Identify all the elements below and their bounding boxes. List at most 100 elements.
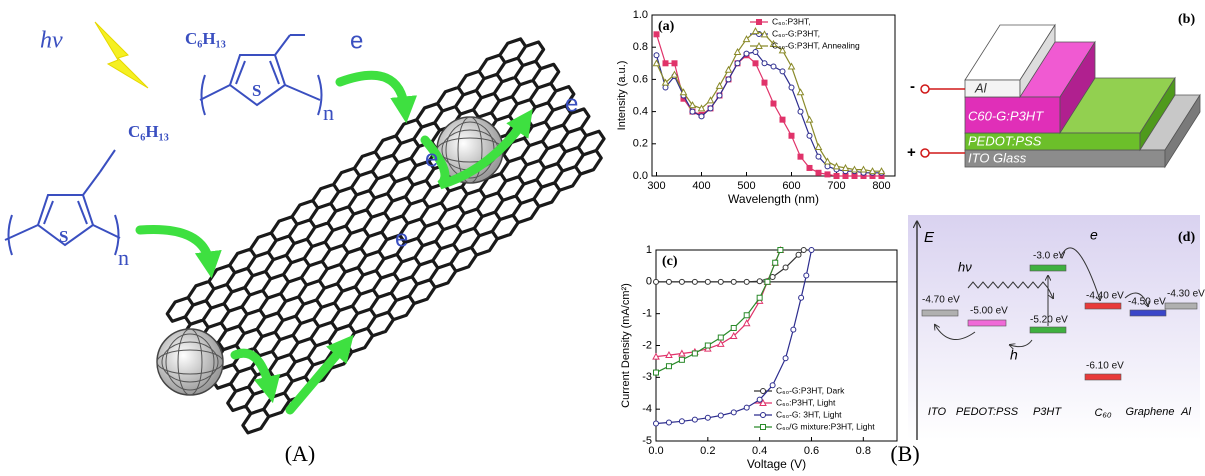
legend-label: C₆₀-G:P3HT,: [772, 28, 820, 38]
panel-label: (d): [1178, 230, 1195, 245]
data-point: [705, 415, 710, 420]
data-point: [757, 279, 762, 284]
data-point: [809, 248, 814, 253]
page: {"scheme":{"light":"hν","substituents":[…: [0, 0, 1205, 471]
panel-label: (b): [1178, 12, 1195, 27]
data-point: [744, 279, 749, 284]
panel-label: (c): [662, 254, 678, 269]
data-point: [798, 89, 804, 95]
data-point: [799, 295, 804, 300]
data-point: [791, 327, 796, 332]
y-tick-label: 0.2: [633, 138, 648, 150]
data-point: [789, 85, 794, 90]
data-point: [654, 53, 659, 58]
polymer: [5, 35, 322, 255]
data-point: [654, 370, 659, 375]
data-point: [843, 174, 848, 179]
data-point: [731, 325, 736, 330]
data-point: [718, 341, 724, 347]
data-point: [789, 133, 794, 138]
data-point: [771, 64, 776, 69]
series-line: [657, 31, 882, 171]
axis-label: E: [924, 229, 935, 246]
data-point: [801, 248, 806, 253]
caption: (A): [285, 441, 316, 466]
legend-marker: [761, 413, 766, 418]
data-point: [679, 419, 684, 424]
data-point: [757, 295, 762, 300]
series-line: [657, 34, 882, 176]
x-tick-label: 300: [647, 180, 665, 192]
x-tick-label: 400: [692, 180, 710, 192]
plot-frame: [652, 15, 895, 176]
repeat-unit: n: [323, 100, 334, 125]
data-point: [753, 50, 758, 55]
electron: e: [395, 225, 408, 252]
legend-label: C₆₀-G: 3HT, Light: [776, 409, 842, 419]
data-point: [770, 383, 775, 388]
lattice: [165, 27, 614, 436]
y-tick-label: 0.8: [633, 41, 648, 53]
x-tick-label: 800: [872, 180, 890, 192]
photon-label: hν: [958, 259, 972, 274]
substituent: C₆H₁₃: [185, 29, 226, 48]
data-point: [692, 417, 697, 422]
material-label: Al: [1180, 406, 1191, 418]
data-point: [762, 80, 767, 85]
graphene-sheet: [165, 27, 614, 436]
x-tick-label: 700: [827, 180, 845, 192]
x-tick-label: 0.8: [856, 445, 871, 457]
level-label: -6.10 eV: [1086, 361, 1124, 372]
y-axis-label: Current Density (mA/cm²): [620, 283, 632, 408]
data-point: [783, 356, 788, 361]
data-point: [789, 64, 795, 69]
data-point: [692, 351, 697, 356]
data-point: [705, 279, 710, 284]
data-point: [778, 248, 783, 253]
y-tick-label: -3: [642, 371, 652, 383]
data-point: [672, 61, 677, 66]
y-tick-label: 1.0: [633, 9, 648, 21]
y-tick-label: -1: [642, 308, 652, 320]
data-point: [757, 397, 762, 402]
data-point: [825, 164, 830, 169]
y-tick-label: -5: [642, 435, 652, 447]
level-label: -4.70 eV: [922, 295, 960, 306]
data-point: [798, 109, 803, 114]
series-line: [656, 250, 804, 282]
y-tick-label: -4: [642, 403, 652, 415]
terminal: -: [910, 78, 915, 95]
data-point: [692, 279, 697, 284]
legend-marker: [761, 389, 766, 394]
y-tick-label: 0: [646, 276, 652, 288]
data-point: [825, 159, 831, 165]
data-point: [735, 61, 740, 66]
panel-label: (a): [658, 19, 675, 34]
data-point: [816, 144, 822, 150]
x-tick-label: 0.6: [804, 445, 819, 457]
x-axis-label: Voltage (V): [747, 457, 806, 471]
data-point: [825, 172, 830, 177]
material-label: Graphene: [1126, 406, 1175, 418]
x-tick-label: 0.2: [700, 445, 715, 457]
y-axis-label: Intensity (a.u.): [616, 61, 628, 131]
level-label: -4.50 eV: [1128, 297, 1166, 308]
layer-label: Al: [974, 80, 988, 95]
level-label: -5.00 eV: [970, 306, 1008, 317]
data-point: [718, 413, 723, 418]
data-point: [796, 252, 801, 257]
data-point: [726, 77, 731, 82]
data-point: [744, 320, 750, 326]
data-point: [744, 405, 749, 410]
data-point: [816, 154, 821, 159]
data-point: [717, 93, 722, 98]
sulfur: S: [252, 81, 261, 100]
substituent: C₆H₁₃: [128, 122, 169, 141]
data-point: [718, 335, 723, 340]
lightning: [95, 22, 148, 88]
data-point: [679, 279, 684, 284]
material-label: P3HT: [1033, 406, 1062, 418]
legend-label: C₆₀/G mixture:P3HT, Light: [776, 421, 875, 431]
data-point: [663, 85, 668, 90]
data-point: [753, 61, 758, 66]
